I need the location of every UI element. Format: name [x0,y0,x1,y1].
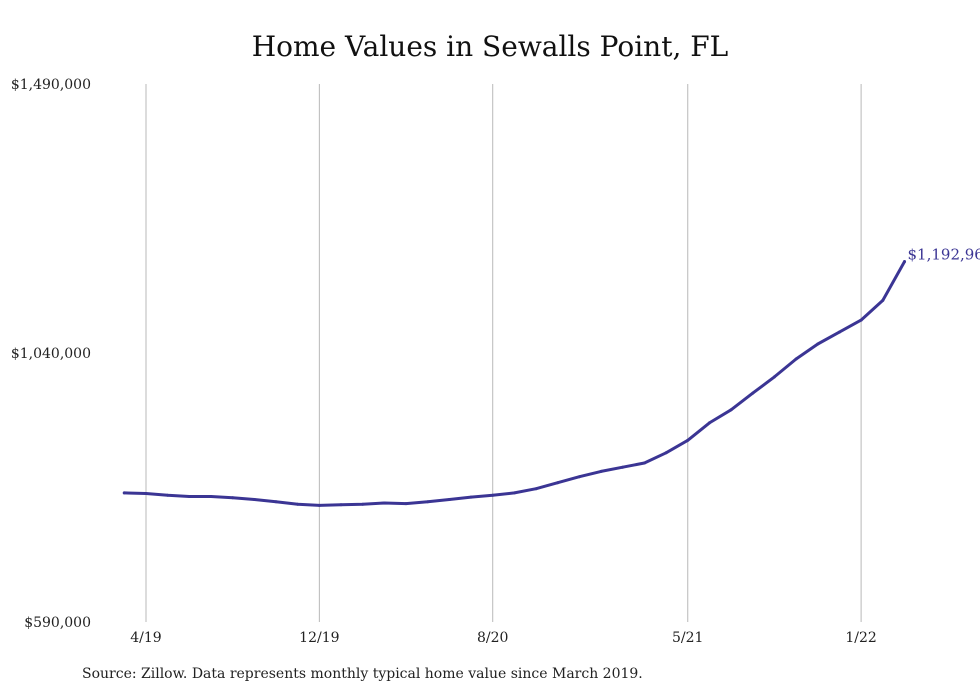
data-point-2022-01 [859,318,863,322]
data-point-2019-06 [187,495,191,498]
source-note: Source: Zillow. Data represents monthly … [82,666,643,682]
data-point-2022-02 [881,298,885,302]
data-point-2020-01 [339,503,343,507]
data-point-2021-02 [621,465,625,469]
x-tick-label-1: 12/19 [299,630,339,646]
data-point-2020-04 [404,502,408,506]
data-point-2020-12 [577,475,581,479]
y-tick-label-1: $1,040,000 [11,346,91,362]
data-point-2020-02 [361,502,365,506]
x-axis-tick-labels: 4/19 12/19 8/20 5/21 1/22 [130,630,877,646]
data-point-2020-05 [426,500,430,504]
data-point-2019-04 [144,492,148,495]
data-point-2020-07 [469,495,473,499]
y-axis-tick-labels: $590,000 $1,040,000 $1,490,000 [11,77,91,631]
x-tick-label-3: 5/21 [672,630,703,646]
x-tick-label-2: 8/20 [477,630,508,646]
data-point-2019-07 [209,495,213,498]
data-point-2021-04 [664,451,668,455]
data-point-2021-07 [729,408,733,412]
data-point-2021-11 [816,342,820,346]
data-point-2021-03 [642,461,646,465]
data-point-2020-06 [447,498,451,501]
data-point-2019-11 [296,502,300,506]
data-point-2020-10 [534,487,538,491]
data-point-2020-09 [512,491,516,495]
data-point-2019-10 [274,500,278,504]
data-point-2021-09 [772,375,776,379]
gridlines [145,84,862,622]
data-point-2021-10 [794,357,798,361]
data-point-2020-03 [382,501,386,505]
data-point-2021-08 [751,391,755,395]
y-tick-label-2: $1,490,000 [11,77,91,93]
chart-title: Home Values in Sewalls Point, FL [251,30,729,63]
data-point-2019-05 [166,493,170,497]
data-point-2021-01 [599,469,603,473]
data-point-2020-11 [556,481,560,485]
series-line [122,260,906,507]
data-points [122,260,906,507]
x-tick-label-4: 1/22 [845,630,876,646]
x-tick-label-0: 4/19 [130,630,161,646]
data-point-2021-06 [707,421,711,425]
data-point-2019-09 [252,498,256,501]
data-point-2020-08 [491,493,495,497]
data-point-2019-08 [231,496,235,500]
end-value-label: $1,192,962 [908,246,980,264]
y-tick-label-0: $590,000 [24,615,91,631]
data-point-2019-03 [122,491,126,495]
data-point-2021-12 [837,330,841,334]
data-point-2019-12 [317,503,321,507]
data-point-2021-05 [686,438,690,442]
data-point-2022-03 [903,260,906,264]
